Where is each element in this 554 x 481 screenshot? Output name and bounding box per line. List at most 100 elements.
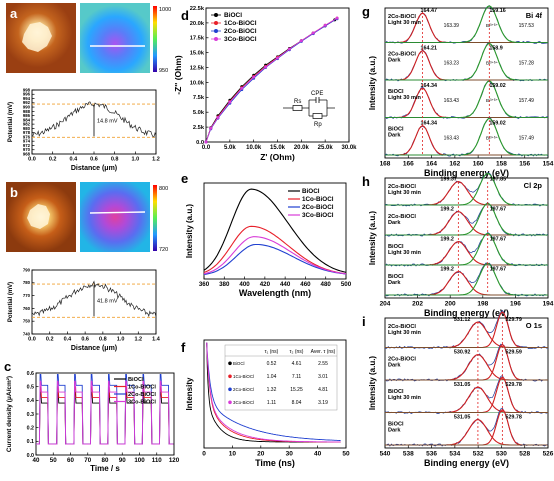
legend-label: 3Co-BiOCl xyxy=(302,212,334,219)
table-cell-tau1: 1.11 xyxy=(267,400,277,406)
y-tick-label: 968 xyxy=(23,151,31,156)
y-tick-label: 990 xyxy=(23,105,31,110)
x-tick-label: 30 xyxy=(286,451,294,458)
satellite-species-label: Bi³⁺ᵟ⁺ xyxy=(486,23,499,28)
y-axis-label: Potential (mV) xyxy=(8,102,14,142)
legend-label: 3Co-BiOCl xyxy=(224,36,257,43)
panel-letter-d: d xyxy=(181,8,189,23)
panel-h-cl2p: h 204 202 200 198 196 194 Intensity (a.u.) Bindi… xyxy=(362,172,554,318)
peak-value-1: 164.34 xyxy=(420,83,437,89)
eis-point xyxy=(276,56,279,60)
circuit-rs-label: Rs xyxy=(294,99,301,105)
peak-value-2: 158.9 xyxy=(489,45,503,51)
x-tick-label: 380 xyxy=(219,281,230,288)
x-tick-label: 25.0k xyxy=(318,145,334,151)
y-tick-label: 12.5k xyxy=(190,65,205,71)
circuit-cpe-label: CPE xyxy=(311,91,323,97)
y-tick-label: 978 xyxy=(23,130,31,135)
x-tick-label: 0.0 xyxy=(28,337,36,343)
peak-value-2: 529.79 xyxy=(505,317,522,323)
panel-letter-f: f xyxy=(181,340,186,355)
legend-label: 2Co-BiOCl xyxy=(224,28,257,35)
eis-point xyxy=(323,23,327,27)
profile-line-b xyxy=(89,211,146,214)
x-tick-label: 400 xyxy=(239,281,250,288)
eis-point xyxy=(204,140,208,144)
table-cell-avg: 3.19 xyxy=(318,400,328,406)
table-cell-tau2: 4.61 xyxy=(292,361,302,367)
table-row-marker xyxy=(228,361,232,366)
y-axis-label: Intensity (a.u.) xyxy=(368,56,377,111)
x-tick-label: 20 xyxy=(257,451,265,458)
y-tick-label: 780 xyxy=(23,280,31,285)
x-tick-label: 540 xyxy=(380,451,391,458)
x-tick-label: 70 xyxy=(84,457,91,464)
condition-label: Light 30 min xyxy=(388,395,422,401)
legend-label: BiOCl xyxy=(302,188,320,195)
y-tick-label: 982 xyxy=(23,122,31,127)
potential-trace xyxy=(31,280,157,318)
satellite-value-1: 163.43 xyxy=(444,135,460,141)
table-row-marker xyxy=(228,400,232,405)
potential-profile-b: 740 750 760 770 780 790 0.0 0.2 0.4 0.6 0.8 1.0 1.2 1… xyxy=(8,267,161,352)
x-tick-label: 158 xyxy=(496,161,507,168)
satellite-value-2: 157.49 xyxy=(519,98,535,104)
kpfm-image-b xyxy=(80,182,150,252)
x-tick-label: 460 xyxy=(300,281,311,288)
y-tick-label: 986 xyxy=(23,113,31,118)
x-tick-label: 1.2 xyxy=(134,337,142,343)
x-tick-label: 10 xyxy=(229,451,237,458)
scale-top-a: 1000 xyxy=(159,7,171,13)
particle-shape-a xyxy=(22,22,52,52)
x-tick-label: 80 xyxy=(102,457,109,464)
plot-frame xyxy=(384,7,549,159)
pl-series-4 xyxy=(203,236,347,275)
y-tick-label: 0.6 xyxy=(27,371,34,377)
sample-label: BiOCl xyxy=(388,274,404,280)
condition-label: Dark xyxy=(388,133,401,139)
condition-label: Dark xyxy=(388,428,401,434)
peak-value-2: 197.67 xyxy=(490,206,507,212)
y-axis-label: Intensity (a.u.) xyxy=(368,211,377,266)
panel-d-eis: d 0.0 2.5k 5.0k 7.5k 10.0k 12.5k 15.0k 17.5k 20.0… xyxy=(173,6,357,162)
scale-bottom-b: 720 xyxy=(159,247,168,253)
satellite-value-1: 163.23 xyxy=(444,60,460,66)
x-axis-label: Binding energy (eV) xyxy=(424,458,509,468)
panel-letter-a: a xyxy=(10,6,18,21)
peak-value-2: 529.78 xyxy=(505,382,522,388)
table-cell-tau2: 7.11 xyxy=(292,374,302,380)
peak-value-1: 199.2 xyxy=(440,266,454,272)
y-tick-label: 2.5k xyxy=(193,125,205,131)
table-cell-tau2: 8.04 xyxy=(292,400,302,406)
condition-label: Light 30 min xyxy=(388,190,422,196)
table-cell-tau1: 0.52 xyxy=(267,361,277,367)
y-axis-label: -Z'' (Ohm) xyxy=(173,55,183,95)
x-tick-label: 0.6 xyxy=(81,337,89,343)
peak-value-2: 159.02 xyxy=(489,83,506,89)
peak-value-2: 529.78 xyxy=(505,414,522,420)
condition-label: Dark xyxy=(388,58,401,64)
sample-label: 2Co-BiOCl xyxy=(388,52,416,58)
potential-profile-a: 9689709729749769789809829849869889909929… xyxy=(8,87,160,172)
y-tick-label: 17.5k xyxy=(190,36,205,42)
x-tick-label: 440 xyxy=(280,281,291,288)
eis-point xyxy=(209,126,213,130)
x-tick-label: 154 xyxy=(543,161,554,168)
x-tick-label: 156 xyxy=(519,161,530,168)
core-level-title: O 1s xyxy=(526,321,542,330)
condition-label: Dark xyxy=(388,363,401,369)
x-axis-label: Distance (μm) xyxy=(71,165,117,172)
xps-fit-peak-1 xyxy=(385,419,548,446)
x-axis-label: Distance (μm) xyxy=(71,345,117,352)
legend-label: 3Co-BiOCl xyxy=(128,400,156,406)
y-tick-label: 984 xyxy=(23,117,31,122)
y-tick-label: 0.0 xyxy=(27,453,34,459)
table-cell-name: BiOCl xyxy=(233,361,244,366)
y-tick-label: 22.5k xyxy=(190,6,205,12)
panel-g-bi4f: g 168 166 164 162 160 158 156 154 Intensity (a.u.… xyxy=(362,4,554,178)
eis-point xyxy=(252,75,256,79)
x-tick-label: 534 xyxy=(449,451,460,458)
panel-c-photocurrent: c 0.0 0.1 0.2 0.3 0.4 0.5 0.6 40 50 60 70 80 90 100 110… xyxy=(4,359,180,473)
x-tick-label: 0.8 xyxy=(111,157,119,163)
legend-label: 1Co-BiOCl xyxy=(128,385,156,391)
